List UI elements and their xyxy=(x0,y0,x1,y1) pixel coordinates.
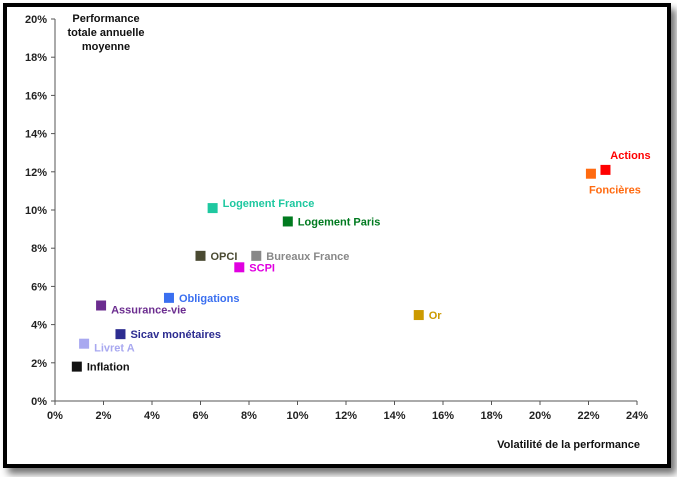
x-tick-label: 18% xyxy=(480,410,502,422)
point-label: Assurance-vie xyxy=(111,305,186,317)
data-point xyxy=(251,250,262,261)
point-label: Logement France xyxy=(223,198,315,210)
y-tick-label: 4% xyxy=(31,320,47,332)
x-ticks: 0% 2% 4% 6% 8% 10% 12% 14% 16% 18% 20% 22% 24% xyxy=(47,401,648,422)
data-point xyxy=(71,361,82,372)
x-tick-label: 16% xyxy=(432,410,454,422)
x-tick-label: 0% xyxy=(47,410,63,422)
y-axis-title-line: Performance xyxy=(72,13,139,25)
y-tick-label: 14% xyxy=(25,129,47,141)
y-tick-label: 6% xyxy=(31,281,47,293)
y-tick-label: 8% xyxy=(31,243,47,255)
data-point xyxy=(96,300,107,311)
data-point xyxy=(600,164,611,175)
point-label: Logement Paris xyxy=(298,216,381,228)
data-point xyxy=(234,262,245,273)
y-tick-label: 16% xyxy=(25,90,47,102)
data-point xyxy=(163,292,174,303)
y-tick-label: 18% xyxy=(25,52,47,64)
point-label: Or xyxy=(429,310,443,322)
point-label: Livret A xyxy=(94,343,135,355)
y-tick-label: 2% xyxy=(31,358,47,370)
y-tick-label: 10% xyxy=(25,205,47,217)
point-label: Inflation xyxy=(87,362,130,374)
y-axis-title-line: moyenne xyxy=(82,41,130,53)
point-label: Foncières xyxy=(589,185,641,197)
y-tick-label: 12% xyxy=(25,167,47,179)
data-point xyxy=(282,216,293,227)
data-point xyxy=(413,310,424,321)
y-axis-title: Performance totale annuelle moyenne xyxy=(67,13,144,53)
data-point xyxy=(195,250,206,261)
x-tick-label: 24% xyxy=(626,410,648,422)
data-points: Actions Foncières Logement France Logement … xyxy=(71,150,651,374)
point-label: Obligations xyxy=(179,293,240,305)
y-tick-label: 0% xyxy=(31,396,47,408)
y-tick-label: 20% xyxy=(25,14,47,26)
x-tick-label: 4% xyxy=(144,410,160,422)
x-tick-label: 12% xyxy=(335,410,357,422)
x-tick-label: 8% xyxy=(241,410,257,422)
data-point xyxy=(585,168,596,179)
data-point xyxy=(79,338,90,349)
point-label: Sicav monétaires xyxy=(130,329,221,341)
axes xyxy=(54,19,637,402)
x-tick-label: 20% xyxy=(529,410,551,422)
data-point xyxy=(207,203,218,214)
x-axis-title: Volatilité de la performance xyxy=(497,439,640,451)
x-tick-label: 14% xyxy=(383,410,405,422)
point-label: Bureaux France xyxy=(266,251,349,263)
x-tick-label: 6% xyxy=(193,410,209,422)
point-label: Actions xyxy=(610,150,650,162)
data-point xyxy=(115,329,126,340)
point-label: OPCI xyxy=(211,251,238,263)
x-tick-label: 2% xyxy=(96,410,112,422)
x-tick-label: 10% xyxy=(286,410,308,422)
y-ticks: 0% 2% 4% 6% 8% 10% 12% 14% 16% 18% 20% xyxy=(25,14,55,408)
x-tick-label: 22% xyxy=(577,410,599,422)
chart-frame xyxy=(3,3,671,468)
point-label: SCPI xyxy=(249,262,275,274)
y-axis-title-line: totale annuelle xyxy=(67,27,144,39)
